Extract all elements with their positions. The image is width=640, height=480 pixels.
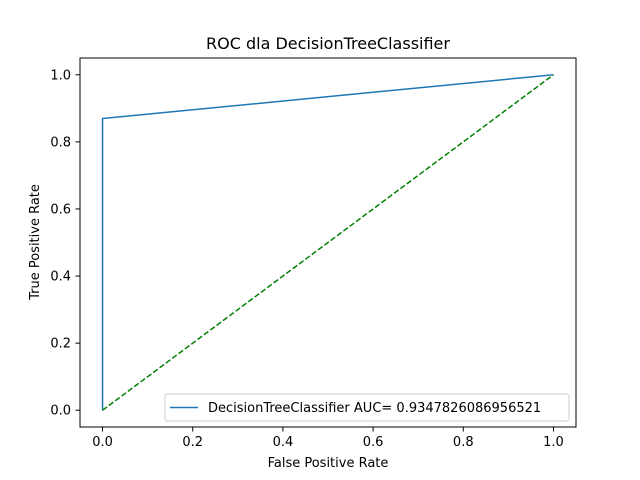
x-tick-label: 0.2 [182,435,203,450]
y-tick-label: 0.8 [50,135,71,150]
x-axis-label: False Positive Rate [268,456,389,471]
x-tick-label: 0.8 [453,435,474,450]
y-axis-label: True Positive Rate [28,184,43,301]
x-tick-label: 0.4 [273,435,294,450]
x-tick-label: 0.6 [363,435,384,450]
x-tick-label: 1.0 [543,435,564,450]
series-line-1 [102,74,554,411]
y-tick-label: 0.6 [50,202,71,217]
y-tick-label: 0.0 [50,404,71,419]
x-tick-label: 0.0 [92,435,113,450]
legend: DecisionTreeClassifier AUC= 0.9347826086… [164,393,570,422]
y-tick-label: 0.4 [50,270,71,285]
axes-frame [79,57,577,428]
series-line-0 [101,74,554,411]
plot-area: 0.0 0.2 0.4 0.6 0.8 1.0 0.0 0.2 0.4 0.6 0.8 1.0 [50,57,577,450]
chart-title: ROC dla DecisionTreeClassifier [206,34,450,53]
legend-box [164,393,570,422]
y-tick-label: 1.0 [50,68,71,83]
y-tick-label: 0.2 [50,337,71,352]
legend-label: DecisionTreeClassifier AUC= 0.9347826086… [208,401,541,416]
